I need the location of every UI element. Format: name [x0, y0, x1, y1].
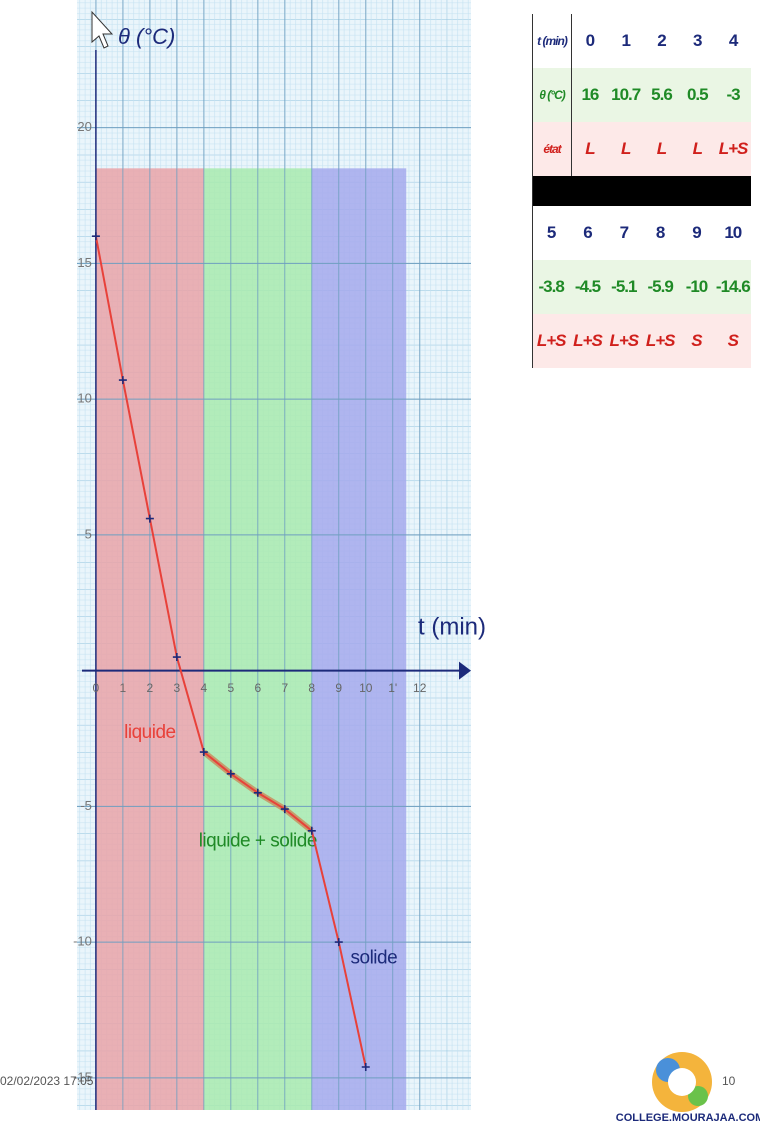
- table-cell: 0.5: [686, 85, 709, 104]
- x-tick-label: 2: [147, 681, 154, 695]
- table-cell: -4.5: [574, 277, 601, 296]
- table-cell: S: [691, 331, 702, 350]
- separator: [533, 176, 751, 206]
- table-row: θ (°C) 16 10.7 5.6 0.5 -3: [533, 68, 751, 122]
- x-tick-label: 1': [388, 681, 397, 695]
- table-row: état L L L L L+S: [533, 122, 751, 176]
- table-cell: L+S: [609, 331, 639, 350]
- region-label: liquide: [124, 722, 175, 743]
- point: [172, 653, 181, 662]
- point: [253, 788, 262, 797]
- cursor-icon: [91, 10, 114, 49]
- x-axis-label: t (min): [418, 613, 486, 640]
- table-cell: 2: [657, 31, 666, 50]
- point: [280, 805, 289, 814]
- table-cell: 5: [546, 223, 556, 242]
- point: [334, 938, 343, 947]
- table-cell: -5.1: [611, 277, 637, 296]
- x-tick-label: 4: [200, 681, 207, 695]
- table-cell: -10: [685, 277, 709, 296]
- x-tick-label: 10: [359, 681, 373, 695]
- point: [91, 232, 100, 241]
- page-number: 10: [722, 1074, 736, 1088]
- table-row: 5 6 7 8 9 10: [533, 206, 751, 260]
- table-cell: t (min): [533, 14, 572, 68]
- region: [311, 168, 407, 1111]
- table-cell: 6: [583, 223, 592, 242]
- plot: 0 1 2 3 4 5 6 7 8 9 10 1' 12-15-10-55101520liquideli…: [73, 0, 471, 1111]
- x-tick-label: 9: [335, 681, 342, 695]
- table-cell: -3.8: [538, 277, 565, 296]
- x-tick-label: 5: [227, 681, 234, 695]
- x-tick-label: 0: [93, 681, 100, 695]
- table-cell: état: [533, 122, 572, 176]
- table-cell: 5.6: [651, 85, 673, 104]
- table-cell: 10.7: [611, 85, 641, 104]
- table-cell: 4: [728, 31, 738, 50]
- point: [361, 1062, 370, 1071]
- x-tick-label: 12: [413, 681, 427, 695]
- table-cell: L: [692, 139, 703, 158]
- table-cell: 9: [692, 223, 701, 242]
- table-cell: S: [727, 331, 739, 350]
- table-cell: L+S: [645, 331, 676, 350]
- point: [145, 514, 154, 523]
- table-cell: 10: [724, 223, 742, 242]
- point: [199, 748, 208, 757]
- table-cell: L: [621, 139, 631, 158]
- table-cell: L+S: [718, 139, 749, 158]
- table-cell: 3: [693, 31, 702, 50]
- x-axis-arrow: [459, 661, 471, 680]
- table-row: t (min) 0 1 2 3 4: [533, 14, 751, 68]
- table-cell: L: [656, 139, 667, 158]
- table-cell: 7: [619, 223, 629, 242]
- table-cell: -14.6: [715, 277, 751, 296]
- point: [118, 376, 127, 385]
- y-tick-label: 10: [77, 391, 91, 406]
- table-cell: -5.9: [647, 277, 674, 296]
- table-cell: L+S: [536, 331, 567, 350]
- table-cell: L: [585, 139, 595, 158]
- table-cell: 16: [581, 85, 599, 104]
- x-tick-label: 1: [120, 681, 127, 695]
- x-tick-label: 7: [281, 681, 288, 695]
- point: [226, 769, 235, 778]
- region-label: liquide + solide: [199, 831, 317, 852]
- x-tick-label: 3: [174, 681, 181, 695]
- y-tick-label: -10: [73, 934, 92, 949]
- y-tick-label: 15: [77, 255, 91, 270]
- table-row: -3.8 -4.5 -5.1 -5.9 -10 -14.6: [533, 260, 751, 314]
- y-tick-label: 20: [77, 119, 91, 134]
- table-cell: 1: [621, 31, 630, 50]
- region-label: solide: [351, 947, 398, 968]
- y-axis-label: θ (°C): [118, 24, 175, 49]
- table-cell: L+S: [573, 331, 603, 350]
- table-cell: 8: [655, 223, 665, 242]
- data-table: t (min) 0 1 2 3 4 θ (°C) 16 10.7 5.6 0.5 -3 état L L L L…: [532, 14, 751, 368]
- y-tick-label: 5: [85, 526, 92, 541]
- x-tick-label: 8: [308, 681, 315, 695]
- table-cell: -3: [726, 85, 741, 104]
- table-row: L+S L+S L+S L+S S S: [533, 314, 751, 368]
- point: [307, 826, 316, 835]
- table-cell: θ (°C): [533, 68, 572, 122]
- x-tick-label: 6: [254, 681, 261, 695]
- date: 02/02/2023 17:05: [0, 1074, 94, 1088]
- y-tick-label: -15: [73, 1069, 92, 1084]
- table-cell: 0: [585, 31, 595, 50]
- y-tick-label: -5: [80, 798, 92, 813]
